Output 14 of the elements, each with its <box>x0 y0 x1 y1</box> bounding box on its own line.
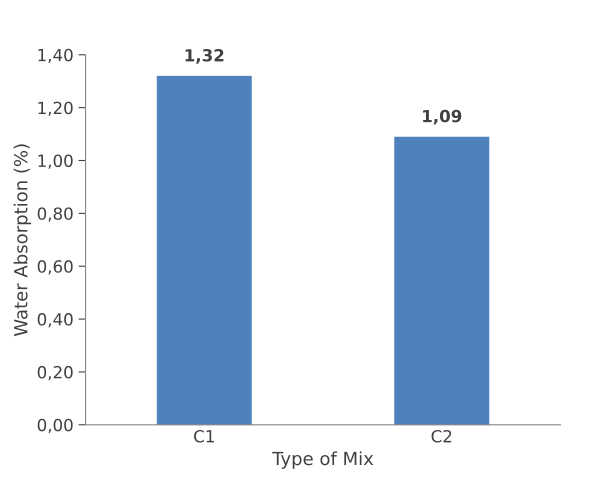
y-tick-label: 0,00 <box>38 418 73 434</box>
y-tick-label: 1,20 <box>38 102 73 116</box>
y-tick-label: 1,40 <box>38 48 73 64</box>
y-tick-label: 0,80 <box>38 207 73 222</box>
y-tick-label: 1,00 <box>38 154 73 169</box>
x-axis-title: Type of Mix <box>272 451 374 469</box>
data-label: 1,09 <box>423 110 462 124</box>
x-tick-label: C1 <box>194 430 214 443</box>
y-axis-title: Water Absorption (%) <box>14 144 32 336</box>
y-tick-label: 0,60 <box>38 260 73 274</box>
y-tick-label: 0,20 <box>38 366 73 380</box>
y-tick-label: 0,40 <box>38 313 73 328</box>
data-label: 1,32 <box>186 48 224 64</box>
x-tick-label: C2 <box>432 430 452 443</box>
